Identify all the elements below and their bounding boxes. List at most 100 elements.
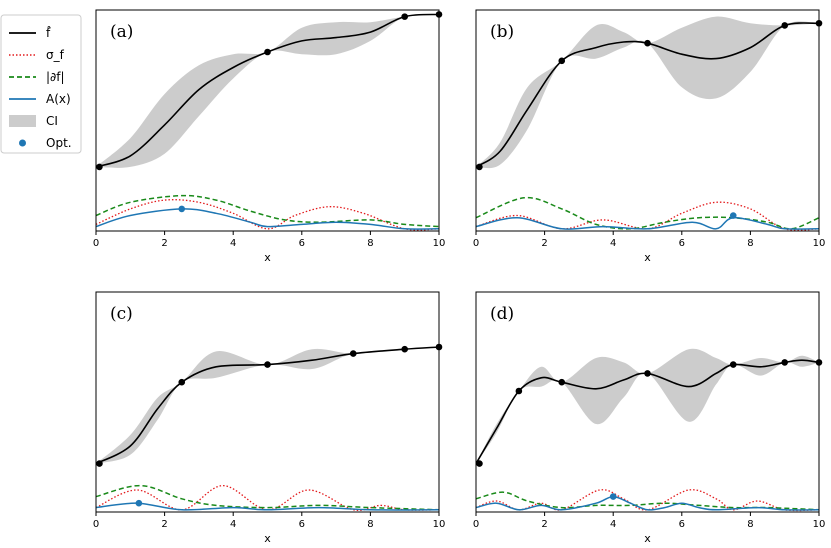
sigma-line xyxy=(476,201,819,231)
x-tick-label: 10 xyxy=(813,238,826,249)
legend-entry-sigma: σ_f xyxy=(9,48,65,62)
sample-point xyxy=(729,361,737,368)
panel-label: (c) xyxy=(110,304,133,324)
opt-point xyxy=(729,212,737,219)
sample-point xyxy=(781,22,788,29)
x-tick-label: 2 xyxy=(541,519,547,530)
ci-band xyxy=(96,347,439,464)
legend-label: Opt. xyxy=(46,136,72,150)
panel-b: 0 2 4 6 8 10 x (b) xyxy=(473,9,826,264)
legend-entry-f: f̂ xyxy=(9,26,51,40)
x-tick-label: 4 xyxy=(230,519,236,530)
opt-point xyxy=(135,499,143,507)
legend-entry-ci: CI xyxy=(9,114,58,128)
panel-label: (b) xyxy=(490,22,514,42)
x-tick-label: 2 xyxy=(541,238,547,249)
sample-point xyxy=(401,13,409,20)
x-tick-label: 8 xyxy=(367,238,373,249)
legend-label: A(x) xyxy=(46,92,71,106)
legend-label: f̂ xyxy=(46,26,51,40)
plot-area xyxy=(476,16,819,231)
x-tick-label: 6 xyxy=(679,238,685,249)
sample-point xyxy=(644,370,651,377)
x-tick-label: 10 xyxy=(433,519,446,530)
x-tick-label: 8 xyxy=(747,519,753,530)
legend: f̂ σ_f |∂f| A(x) CI Opt. xyxy=(0,14,82,154)
legend-entry-df: |∂f| xyxy=(9,70,65,84)
x-tick-label: 4 xyxy=(610,519,616,530)
x-tick-label: 0 xyxy=(473,238,479,249)
x-tick-label: 0 xyxy=(93,238,99,249)
x-tick-label: 4 xyxy=(230,238,236,249)
x-tick-label: 2 xyxy=(161,238,167,249)
legend-entry-opt: Opt. xyxy=(19,136,72,150)
x-axis-label: x xyxy=(264,251,271,264)
ci-band xyxy=(476,16,819,169)
sample-point xyxy=(476,163,483,171)
legend-label: |∂f| xyxy=(46,70,65,84)
sigma-line xyxy=(96,484,439,512)
acquisition-line xyxy=(96,502,439,511)
sample-point xyxy=(476,460,483,467)
abs-df-line xyxy=(476,491,819,511)
sample-point xyxy=(264,361,271,368)
x-tick-label: 6 xyxy=(679,519,685,530)
acquisition-line xyxy=(476,495,819,511)
panel-label: (d) xyxy=(490,304,514,324)
axes-frame xyxy=(475,291,820,513)
abs-df-line xyxy=(96,194,439,228)
panel-d: 0 2 4 6 8 10 x (d) xyxy=(473,291,826,545)
acquisition-line xyxy=(96,208,439,230)
x-tick-label: 0 xyxy=(93,519,99,530)
sample-point xyxy=(349,350,357,357)
sample-point xyxy=(264,48,271,56)
legend-swatch xyxy=(19,139,26,147)
axes-frame xyxy=(475,9,820,232)
plot-area xyxy=(96,13,439,231)
x-tick-label: 4 xyxy=(610,238,616,249)
abs-df-line xyxy=(476,196,819,230)
panel-label: (a) xyxy=(110,22,133,42)
sample-point xyxy=(401,345,409,353)
panel-c: 0 2 4 6 8 10 x (c) xyxy=(93,291,446,545)
sample-point xyxy=(515,387,523,395)
axes-frame xyxy=(95,9,440,232)
mean-line xyxy=(476,22,819,168)
x-tick-label: 2 xyxy=(161,519,167,530)
x-tick-label: 8 xyxy=(747,238,753,249)
x-tick-label: 10 xyxy=(433,238,446,249)
sigma-line xyxy=(476,489,819,512)
panels: 0 2 4 6 8 10 x (a) 0 2 4 6 8 10 x (b) 0 2 4 6 8 10 x (c) 0 2 4 6 8 10… xyxy=(93,9,826,545)
sample-point xyxy=(558,378,566,386)
opt-point xyxy=(178,205,186,213)
axes-frame xyxy=(95,291,440,513)
plot-area xyxy=(96,346,439,512)
x-axis-label: x xyxy=(264,532,271,545)
panel-a: 0 2 4 6 8 10 x (a) xyxy=(93,9,446,264)
legend-swatch xyxy=(9,115,36,127)
x-axis-label: x xyxy=(644,532,651,545)
sample-point xyxy=(644,39,651,47)
x-tick-label: 0 xyxy=(473,519,479,530)
x-axis-label: x xyxy=(644,251,651,264)
ci-band xyxy=(96,13,439,168)
opt-point xyxy=(609,493,617,500)
x-tick-label: 6 xyxy=(299,519,305,530)
sample-point xyxy=(178,378,186,386)
legend-label: σ_f xyxy=(46,48,65,62)
legend-entry-A: A(x) xyxy=(9,92,71,106)
x-tick-label: 10 xyxy=(813,519,826,530)
sample-point xyxy=(96,163,103,171)
mean-line xyxy=(96,346,439,465)
sample-point xyxy=(781,359,788,366)
sample-point xyxy=(558,57,566,65)
acquisition-line xyxy=(476,216,819,230)
sigma-line xyxy=(96,199,439,231)
x-tick-label: 6 xyxy=(299,238,305,249)
sample-point xyxy=(96,460,103,467)
legend-label: CI xyxy=(46,114,58,128)
legend-box xyxy=(0,14,82,154)
abs-df-line xyxy=(96,484,439,511)
x-tick-label: 8 xyxy=(367,519,373,530)
